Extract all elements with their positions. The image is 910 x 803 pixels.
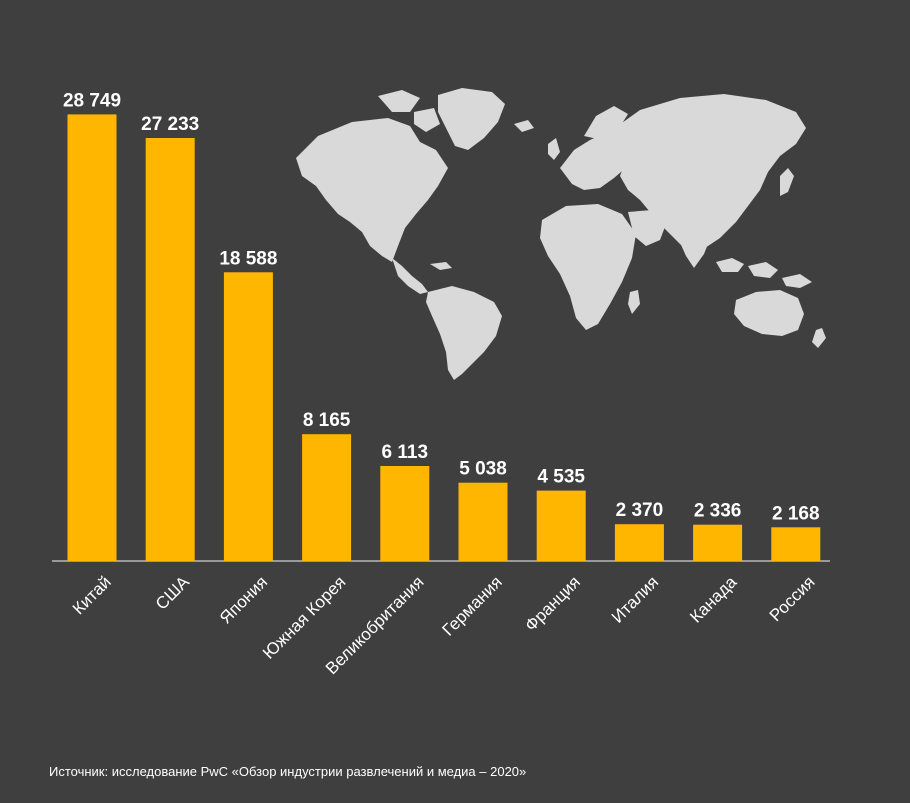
bar [67,114,117,562]
bar [302,434,352,561]
world-map-icon [296,88,826,380]
category-label: США [152,572,194,614]
value-labels-group: 28 749 27 233 18 588 8 165 6 113 5 038 4 535 2 … [63,90,820,524]
bar-value-label: 2 370 [616,500,664,521]
bar-value-label: 27 233 [141,114,199,135]
category-label: Южная Корея [259,572,349,662]
bar [536,490,586,561]
source-note: Источник: исследование PwC «Обзор индуст… [49,764,527,779]
bar-value-label: 6 113 [382,442,429,463]
bar [223,272,273,561]
category-label: Япония [216,572,271,627]
bar [145,138,195,561]
bar [614,524,664,561]
bar-value-label: 28 749 [63,90,121,111]
bars-group [67,114,821,562]
category-label: Китай [69,572,115,618]
bar-value-label: 2 168 [772,503,820,524]
bar-value-label: 5 038 [459,459,507,480]
bar [380,466,430,561]
bar-value-label: 2 336 [694,501,742,522]
bar-value-label: 4 535 [537,467,585,488]
category-label: Италия [608,572,662,626]
category-label: Франция [521,572,584,635]
bar-value-label: 18 588 [219,248,277,269]
bar [771,527,821,561]
category-label: Канада [686,572,741,627]
category-label: Германия [438,572,505,639]
bar-value-label: 8 165 [303,410,351,431]
bar [458,482,508,561]
bar [693,524,743,561]
category-label: Россия [766,572,819,625]
